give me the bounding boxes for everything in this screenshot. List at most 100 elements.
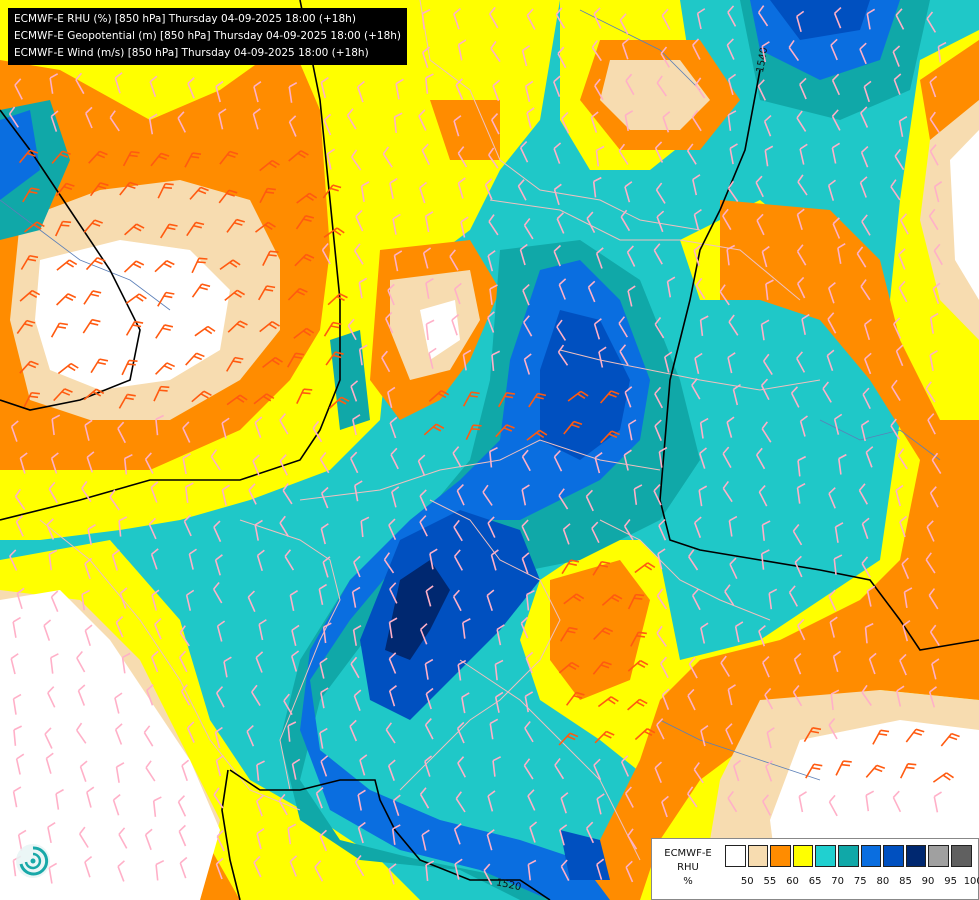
wind-barb — [859, 176, 868, 198]
wind-barb — [155, 859, 165, 881]
wind-barb — [755, 175, 764, 198]
wind-barb — [320, 523, 329, 545]
wind-barb — [354, 854, 365, 877]
wind-barb — [558, 488, 569, 510]
wind-barb — [453, 519, 463, 542]
wind-barb — [861, 517, 870, 540]
wind-barb — [863, 318, 872, 341]
wind-barb — [686, 143, 697, 165]
wind-barb — [191, 283, 211, 298]
wind-barb — [768, 588, 778, 610]
wind-barb — [831, 109, 841, 131]
wind-barb — [248, 483, 257, 505]
wind-barb — [213, 520, 222, 543]
wind-barb — [89, 182, 109, 197]
wind-barb — [692, 38, 701, 60]
wind-barb — [560, 792, 569, 814]
wind-barb — [627, 659, 649, 672]
wind-barb — [558, 661, 580, 674]
wind-barb — [624, 110, 634, 132]
wind-barb — [594, 730, 615, 744]
wind-barb — [288, 150, 309, 162]
wind-barb — [634, 562, 656, 574]
legend-tick: 65 — [808, 876, 822, 887]
wind-barb — [451, 314, 460, 336]
wind-barb — [182, 453, 191, 475]
wind-barb — [279, 515, 290, 538]
wind-barb — [865, 446, 874, 468]
wind-barb — [487, 516, 496, 538]
wind-barb — [796, 110, 807, 132]
wind-barb — [112, 794, 121, 816]
wind-barb — [314, 860, 324, 882]
wind-barb — [790, 386, 800, 408]
wind-barb — [118, 393, 136, 409]
wind-barb — [287, 721, 297, 742]
wind-barb — [793, 652, 802, 675]
wind-barb — [828, 487, 836, 509]
wind-barb — [291, 650, 300, 672]
wind-barb — [661, 795, 669, 818]
wind-barb — [830, 689, 840, 711]
wind-barb — [358, 277, 368, 299]
wind-barb — [926, 520, 935, 542]
wind-barb — [224, 289, 245, 302]
wind-barb — [527, 859, 537, 881]
wind-barb — [624, 786, 634, 808]
wind-barb — [653, 243, 663, 265]
wind-barb — [456, 484, 465, 506]
wind-barb — [656, 588, 668, 610]
wind-barb — [259, 320, 280, 333]
wind-barb — [693, 244, 702, 266]
wind-barb — [902, 620, 911, 642]
wind-barb — [490, 549, 499, 571]
wind-barb — [48, 549, 58, 571]
wind-barb — [764, 145, 774, 167]
wind-barb — [210, 449, 221, 471]
wind-barb — [529, 821, 538, 843]
wind-barb — [322, 556, 331, 578]
wind-barb — [262, 356, 283, 369]
wind-barb — [692, 174, 701, 196]
wind-barb — [803, 727, 822, 743]
wind-barb — [218, 189, 238, 204]
wind-barb — [253, 81, 262, 103]
wind-barb — [255, 221, 276, 233]
wind-barb — [833, 6, 842, 29]
wind-barb — [828, 794, 838, 817]
wind-barb — [256, 549, 265, 572]
wind-barb — [81, 589, 90, 611]
wind-barb — [387, 283, 395, 306]
wind-barb — [898, 115, 908, 137]
wind-barb — [88, 150, 108, 164]
wind-barb — [525, 651, 534, 674]
wind-barb — [86, 451, 95, 473]
wind-barb — [654, 761, 663, 784]
wind-barb — [931, 658, 940, 680]
wind-barb — [44, 727, 53, 749]
wind-barb — [423, 423, 445, 436]
wind-barb — [83, 290, 102, 305]
wind-barb — [322, 184, 342, 199]
wind-barb — [521, 484, 530, 506]
wind-barb — [762, 656, 770, 678]
wind-barb — [221, 417, 230, 439]
wind-barb — [387, 386, 396, 408]
wind-barb — [928, 686, 937, 708]
wind-barb — [12, 616, 21, 638]
wind-barb — [114, 692, 123, 714]
wind-barb — [792, 684, 803, 707]
wind-barb — [294, 253, 315, 267]
wind-barb — [905, 728, 925, 743]
wind-barb — [627, 285, 636, 307]
wind-barb — [9, 549, 18, 571]
wind-barb — [329, 396, 350, 409]
wind-barb — [189, 186, 209, 200]
legend-tick: 80 — [876, 876, 890, 887]
wind-barb — [454, 858, 463, 880]
wind-barb — [488, 147, 499, 169]
wind-barb — [279, 413, 289, 435]
wind-barb — [315, 786, 324, 809]
wind-barb — [81, 480, 92, 503]
wind-barb — [255, 651, 264, 673]
